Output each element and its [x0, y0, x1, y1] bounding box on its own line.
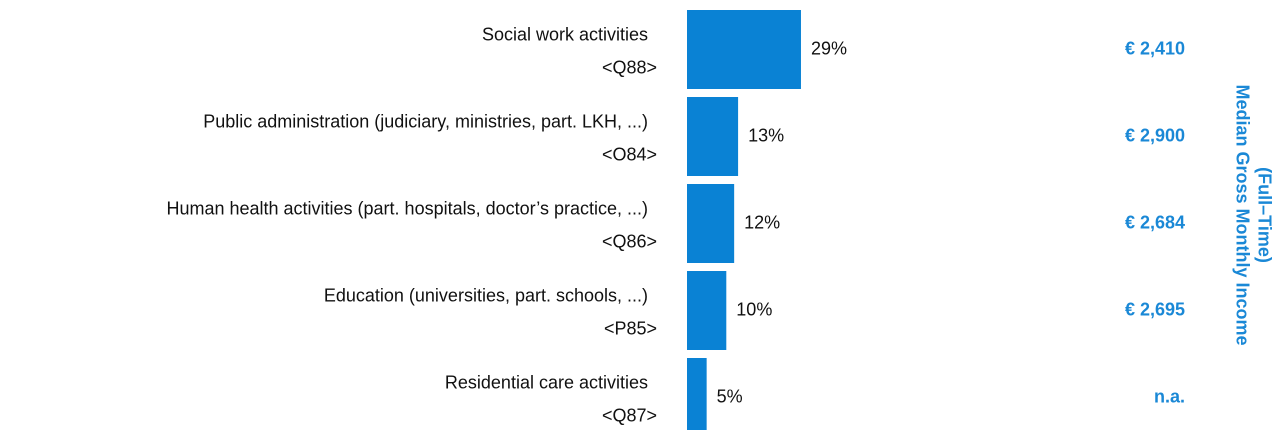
income-title: Median Gross Monthly Income (Full–Time) — [1232, 84, 1274, 345]
value-label: 12% — [744, 212, 780, 232]
value-label: 10% — [736, 299, 772, 319]
category-label: Residential care activities — [445, 372, 648, 392]
category-code: <Q87> — [602, 405, 657, 425]
category-label: Human health activities (part. hospitals… — [166, 198, 648, 218]
income-title-line: Median Gross Monthly Income — [1232, 84, 1252, 345]
category-code: <O84> — [602, 144, 657, 164]
category-code: <Q88> — [602, 57, 657, 77]
value-label: 29% — [811, 38, 847, 58]
bar — [687, 97, 739, 176]
bar — [687, 10, 801, 89]
category-label: Public administration (judiciary, minist… — [203, 111, 648, 131]
income-label: € 2,684 — [1125, 212, 1185, 232]
bar — [687, 271, 727, 350]
income-label: € 2,695 — [1125, 299, 1185, 319]
value-label: 13% — [748, 125, 784, 145]
category-label: Social work activities — [482, 24, 648, 44]
income-label: € 2,410 — [1125, 38, 1185, 58]
category-code: <P85> — [604, 318, 657, 338]
income-label: € 2,900 — [1125, 125, 1185, 145]
bar — [687, 358, 707, 430]
category-label: Education (universities, part. schools, … — [324, 285, 648, 305]
category-code: <Q86> — [602, 231, 657, 251]
value-label: 5% — [717, 386, 743, 406]
bar — [687, 184, 735, 263]
income-title-line: (Full–Time) — [1254, 167, 1274, 263]
income-label: n.a. — [1154, 386, 1185, 406]
